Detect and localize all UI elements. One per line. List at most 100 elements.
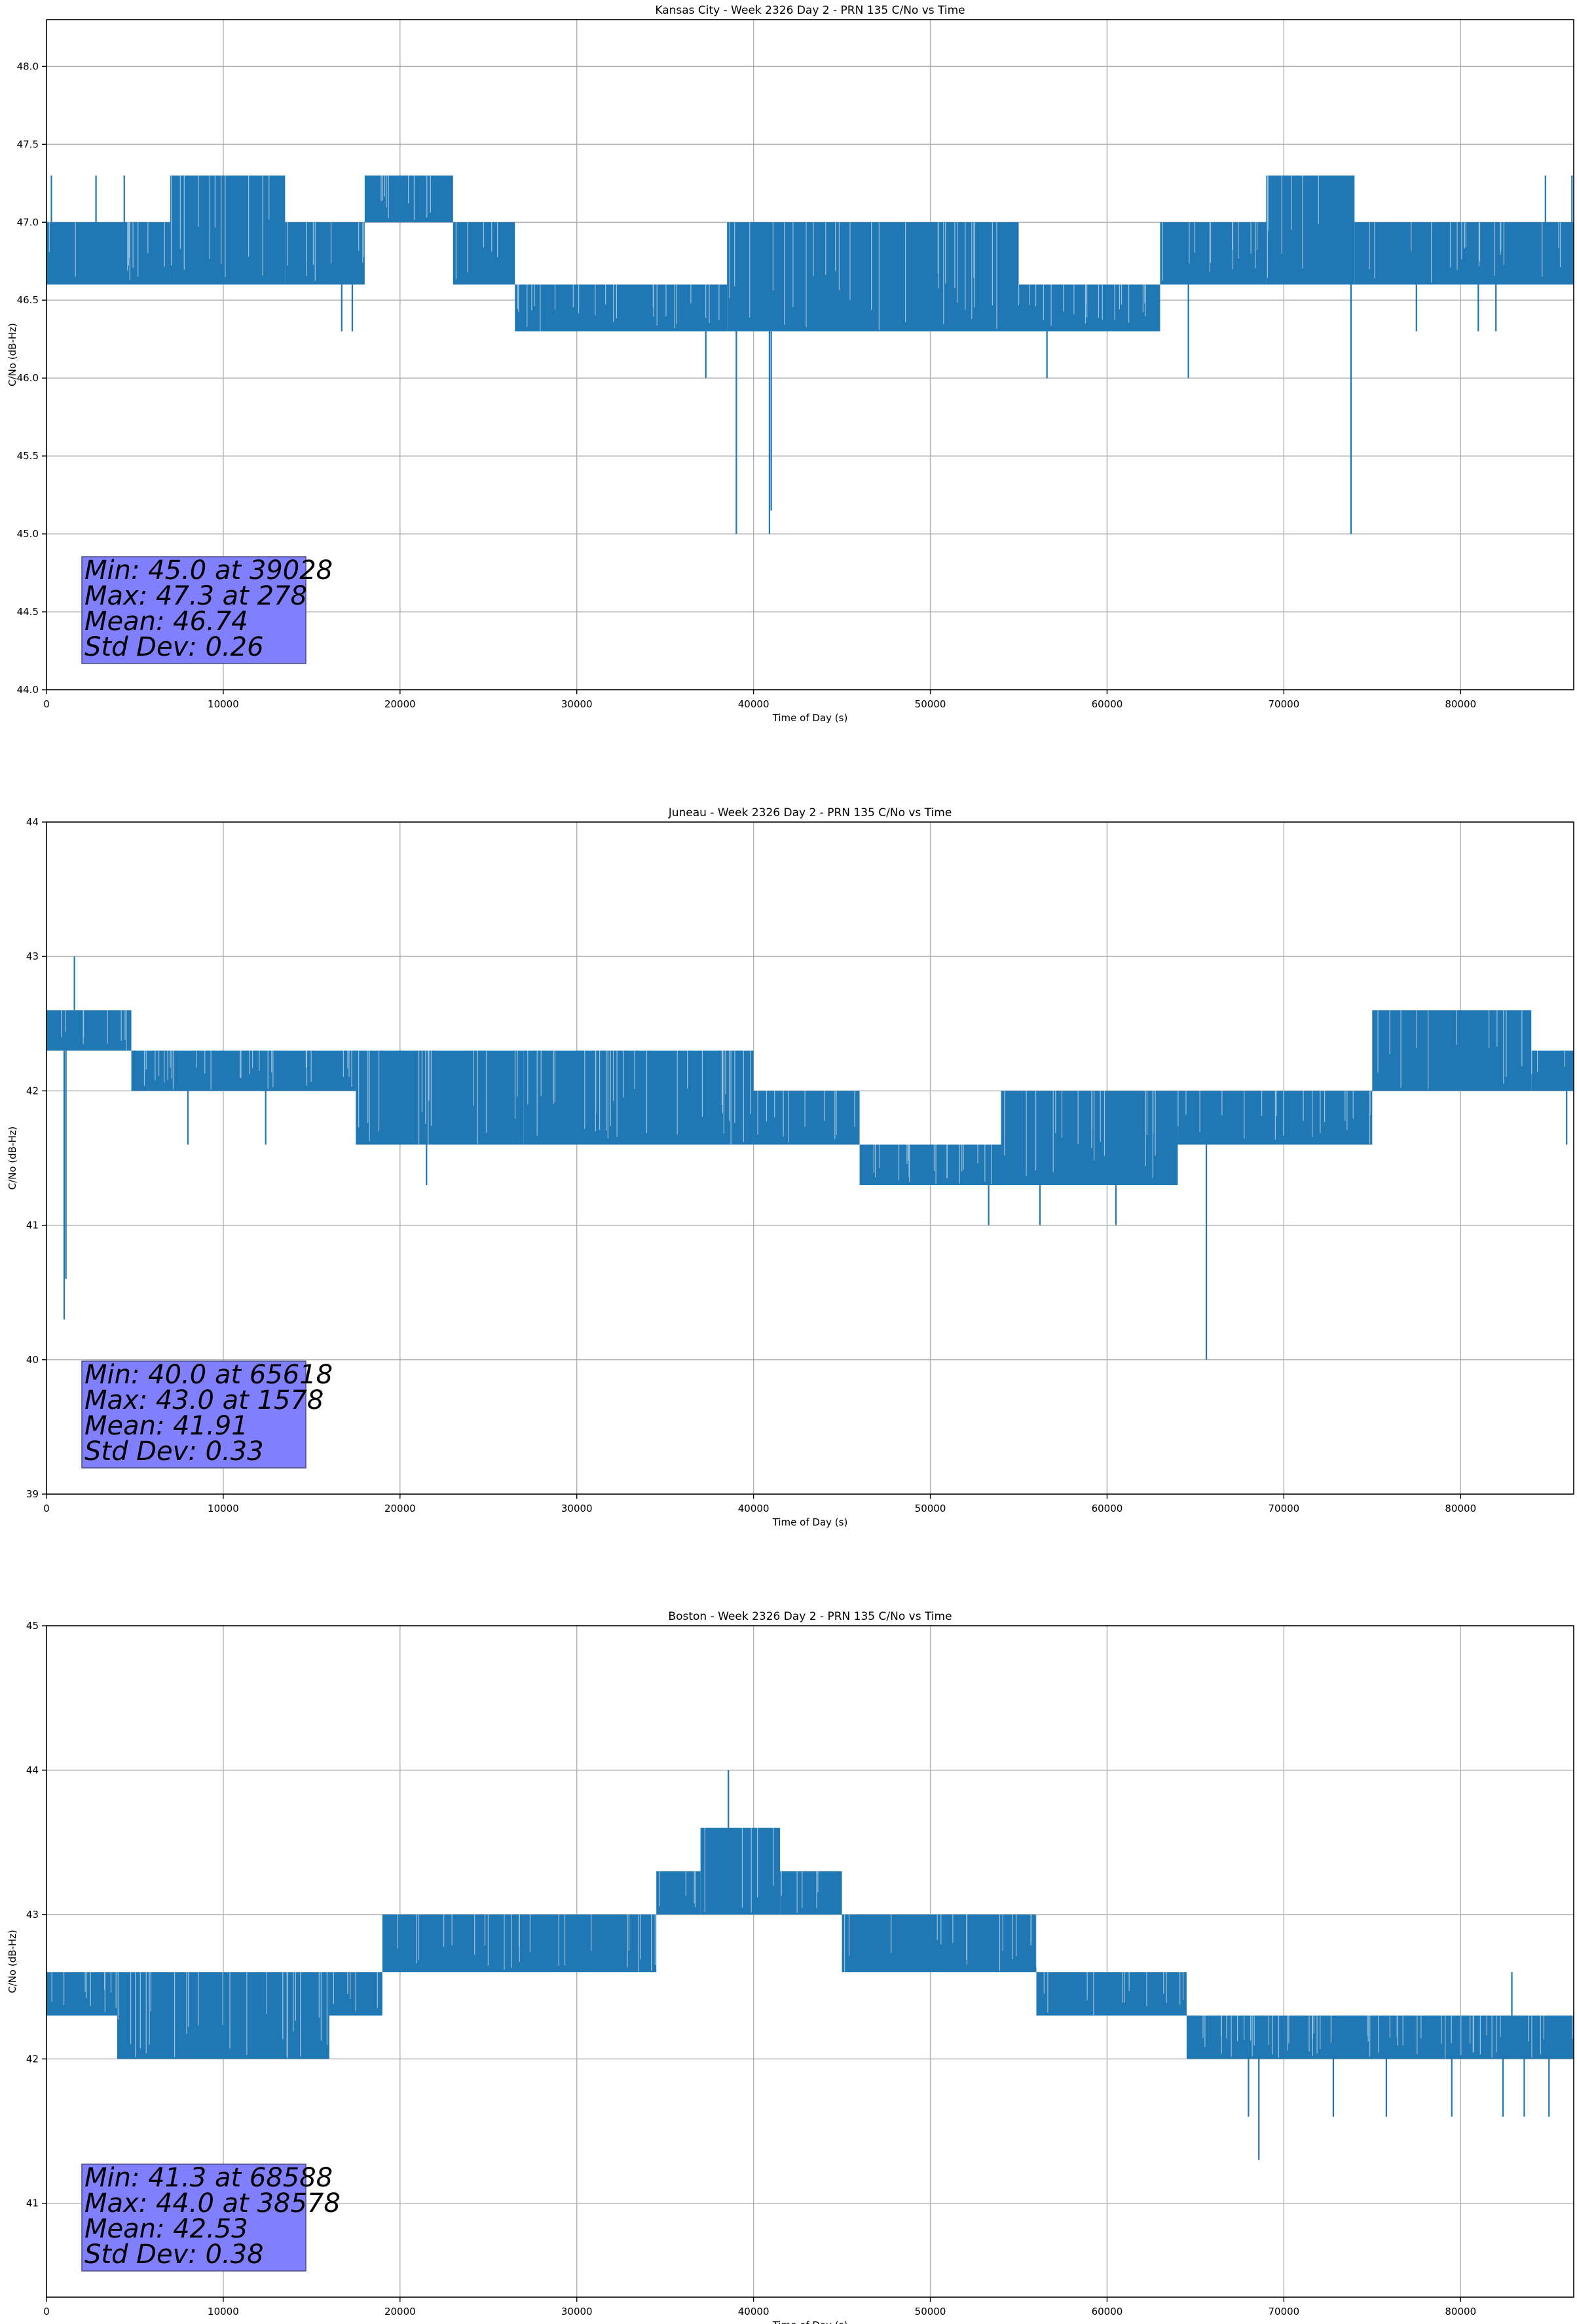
series-band xyxy=(1001,1091,1178,1186)
series-band-gaps xyxy=(517,284,720,331)
chart-panel: 0 10000 20000 30000 40000 50000 60000 70000 8000… xyxy=(7,806,1574,1528)
series-band xyxy=(1354,222,1574,285)
series-band-gaps xyxy=(1004,1091,1156,1178)
x-tick-label: 50000 xyxy=(915,1503,946,1514)
series-band xyxy=(1018,284,1160,331)
plot-frame xyxy=(46,1625,1574,2298)
x-tick-label: 70000 xyxy=(1268,698,1299,710)
y-tick-label: 41 xyxy=(26,1220,39,1231)
series-band-gaps xyxy=(397,1914,656,1972)
series-band-gaps xyxy=(333,1972,378,2012)
y-tick-label: 39 xyxy=(26,1488,39,1500)
series-band-gaps xyxy=(1531,1050,1565,1075)
stats-box xyxy=(81,2164,306,2272)
series-band xyxy=(1531,1050,1574,1091)
x-tick-label: 40000 xyxy=(738,1503,770,1514)
stats-mean: Mean: 41.91 xyxy=(84,1411,248,1441)
series-band-gaps xyxy=(61,1010,127,1050)
series-band xyxy=(515,284,728,331)
chart-panel: 0 10000 20000 30000 40000 50000 60000 70000 8000… xyxy=(7,4,1574,724)
stats-min: Min: 41.3 at 68588 xyxy=(84,2163,333,2193)
series-band-gaps xyxy=(170,175,270,278)
stats-max: Max: 47.3 at 278 xyxy=(84,581,307,611)
y-axis-label: C/No (dB-Hz) xyxy=(7,323,18,386)
y-tick-label: 42 xyxy=(26,2053,39,2065)
stats-min: Min: 40.0 at 65618 xyxy=(84,1360,333,1390)
plot-frame xyxy=(46,821,1574,1495)
series-band xyxy=(1036,1972,1187,2016)
series-band-gaps xyxy=(1178,1091,1371,1144)
y-tick-label: 41 xyxy=(26,2198,39,2209)
series-band xyxy=(523,1050,754,1145)
x-tick-label: 20000 xyxy=(384,2306,416,2317)
x-tick-label: 30000 xyxy=(561,698,593,710)
series-band-gaps xyxy=(455,222,498,280)
stats-mean: Mean: 46.74 xyxy=(84,607,248,637)
stats-std: Std Dev: 0.38 xyxy=(84,2240,264,2270)
y-tick-label: 46.0 xyxy=(17,372,39,384)
series-band xyxy=(356,1050,524,1145)
series-band-gaps xyxy=(51,1972,117,2012)
series-band xyxy=(727,222,1019,331)
x-tick-label: 50000 xyxy=(915,698,946,710)
series-band-gaps xyxy=(729,222,997,330)
series-band xyxy=(1160,222,1267,285)
y-tick-label: 47.5 xyxy=(17,138,39,150)
series-band-gaps xyxy=(1369,222,1561,283)
series-band xyxy=(170,175,286,285)
y-tick-label: 48.0 xyxy=(17,60,39,72)
x-tick-label: 30000 xyxy=(561,2306,593,2317)
x-tick-label: 20000 xyxy=(384,698,416,710)
series-band-gaps xyxy=(1018,284,1146,326)
x-tick-label: 60000 xyxy=(1092,1503,1123,1514)
x-tick-label: 30000 xyxy=(561,1503,593,1514)
x-tick-label: 80000 xyxy=(1445,1503,1476,1514)
x-tick-label: 10000 xyxy=(208,698,239,710)
series-band xyxy=(700,1827,781,1915)
chart-title: Kansas City - Week 2326 Day 2 - PRN 135 … xyxy=(655,4,965,17)
series-band xyxy=(1186,2015,1574,2059)
x-tick-label: 70000 xyxy=(1268,2306,1299,2317)
stats-max: Max: 43.0 at 1578 xyxy=(84,1385,324,1415)
plot-frame xyxy=(46,19,1574,690)
series-band xyxy=(753,1091,860,1145)
x-tick-label: 10000 xyxy=(208,1503,239,1514)
series-band-gaps xyxy=(1202,2015,1573,2059)
stats-box xyxy=(81,556,306,664)
series-band xyxy=(285,222,365,285)
series-band xyxy=(46,1010,132,1051)
y-tick-label: 43 xyxy=(26,1909,39,1921)
series-band xyxy=(1372,1010,1532,1091)
chart-panel: 0 10000 20000 30000 40000 50000 60000 70000 8000… xyxy=(7,1610,1574,2324)
x-tick-label: 0 xyxy=(43,1503,50,1514)
x-tick-label: 60000 xyxy=(1092,698,1123,710)
y-tick-label: 45 xyxy=(26,1620,39,1632)
series-band-gaps xyxy=(143,1050,352,1090)
chart-title: Boston - Week 2326 Day 2 - PRN 135 C/No … xyxy=(668,1610,952,1623)
series-band-gaps xyxy=(380,175,431,220)
x-tick-label: 80000 xyxy=(1445,2306,1476,2317)
series-band-gaps xyxy=(1377,1010,1523,1089)
y-tick-label: 40 xyxy=(26,1354,39,1366)
y-tick-label: 42 xyxy=(26,1085,39,1096)
series-band-gaps xyxy=(1162,222,1258,281)
x-axis-label: Time of Day (s) xyxy=(772,712,848,724)
y-tick-label: 46.5 xyxy=(17,294,39,306)
series-band-gaps xyxy=(48,222,165,280)
y-tick-label: 44.0 xyxy=(17,684,39,696)
series-band xyxy=(46,1972,117,2016)
x-tick-label: 80000 xyxy=(1445,698,1476,710)
series-band-gaps xyxy=(781,1871,819,1913)
x-tick-label: 40000 xyxy=(738,2306,770,2317)
x-axis-label: Time of Day (s) xyxy=(772,2319,848,2324)
chart-title: Juneau - Week 2326 Day 2 - PRN 135 C/No … xyxy=(668,806,952,819)
series-band xyxy=(117,1972,329,2059)
series-band xyxy=(859,1144,1001,1186)
x-tick-label: 70000 xyxy=(1268,1503,1299,1514)
series-band-gaps xyxy=(659,1871,696,1908)
y-tick-label: 45.0 xyxy=(17,528,39,540)
series-band-gaps xyxy=(704,1827,774,1913)
series-band xyxy=(1266,175,1355,285)
y-axis-label: C/No (dB-Hz) xyxy=(7,1127,18,1190)
